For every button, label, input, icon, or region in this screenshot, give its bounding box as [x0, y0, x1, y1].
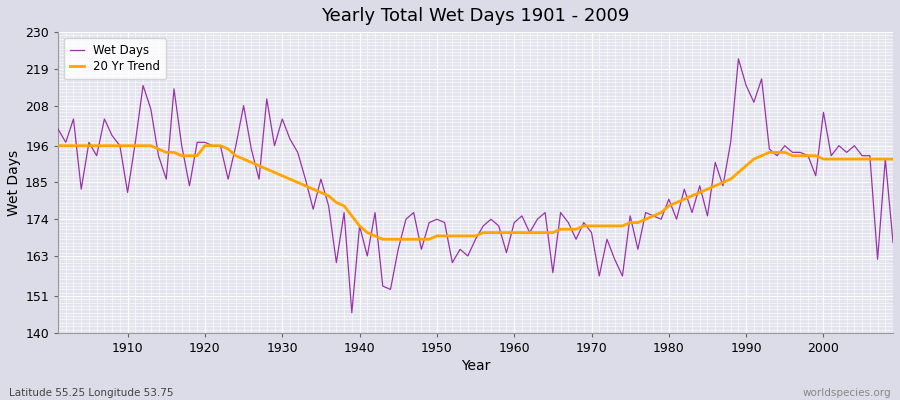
20 Yr Trend	[508, 230, 519, 235]
20 Yr Trend	[887, 157, 898, 162]
Wet Days	[517, 214, 527, 218]
Wet Days	[331, 260, 342, 265]
20 Yr Trend	[114, 143, 125, 148]
Wet Days	[609, 257, 620, 262]
Wet Days	[346, 310, 357, 315]
20 Yr Trend	[609, 224, 620, 228]
20 Yr Trend	[331, 200, 342, 205]
20 Yr Trend	[52, 143, 63, 148]
Wet Days	[284, 137, 295, 142]
Wet Days	[733, 56, 743, 61]
Line: Wet Days: Wet Days	[58, 59, 893, 313]
20 Yr Trend	[284, 177, 295, 182]
Wet Days	[52, 126, 63, 131]
Y-axis label: Wet Days: Wet Days	[7, 149, 21, 216]
Line: 20 Yr Trend: 20 Yr Trend	[58, 146, 893, 239]
X-axis label: Year: Year	[461, 359, 491, 373]
Text: worldspecies.org: worldspecies.org	[803, 388, 891, 398]
20 Yr Trend	[517, 230, 527, 235]
20 Yr Trend	[377, 237, 388, 242]
Wet Days	[508, 220, 519, 225]
Text: Latitude 55.25 Longitude 53.75: Latitude 55.25 Longitude 53.75	[9, 388, 174, 398]
Wet Days	[887, 240, 898, 245]
Wet Days	[114, 143, 125, 148]
Title: Yearly Total Wet Days 1901 - 2009: Yearly Total Wet Days 1901 - 2009	[321, 7, 630, 25]
Legend: Wet Days, 20 Yr Trend: Wet Days, 20 Yr Trend	[64, 38, 166, 79]
